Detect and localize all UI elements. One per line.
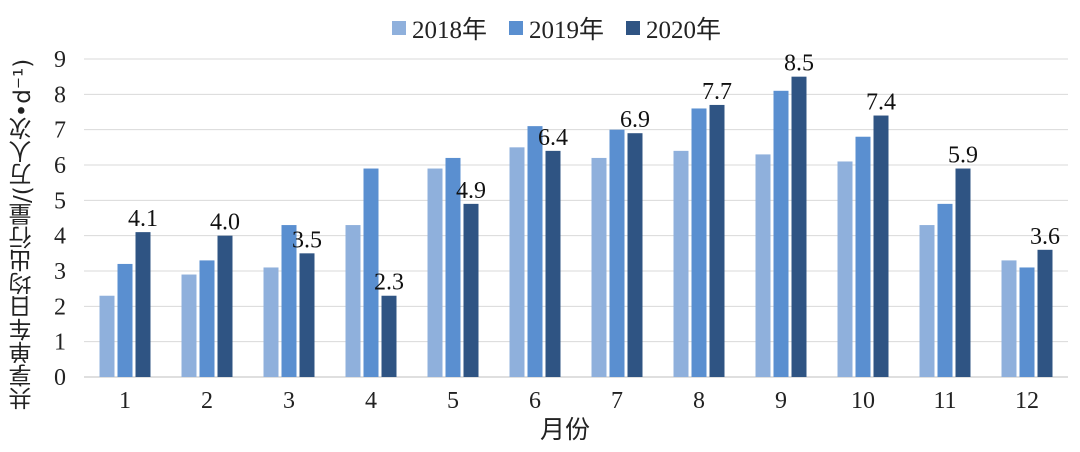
y-tick-label: 7 — [54, 118, 66, 144]
bar-2018年-2 — [181, 274, 197, 377]
bar-2018年-11 — [919, 225, 935, 377]
bar-2020年-1 — [135, 232, 151, 377]
x-tick-label: 4 — [365, 388, 377, 414]
data-label: 7.7 — [702, 79, 732, 105]
y-tick-label: 8 — [54, 82, 66, 108]
x-tick-label: 10 — [851, 388, 875, 414]
bar-2020年-6 — [545, 150, 561, 377]
legend-item-2018: 2018年 — [392, 10, 487, 46]
data-label: 3.5 — [292, 227, 322, 253]
bar-2020年-8 — [709, 104, 725, 377]
x-tick-label: 6 — [529, 388, 541, 414]
x-tick-label: 11 — [933, 388, 956, 414]
data-label: 3.6 — [1030, 224, 1060, 250]
y-tick-label: 0 — [54, 365, 66, 391]
x-tick-label: 9 — [775, 388, 787, 414]
bar-2019年-1 — [117, 263, 133, 377]
legend-item-2019: 2019年 — [509, 10, 604, 46]
bar-2019年-4 — [363, 168, 379, 377]
bar-2018年-1 — [99, 295, 115, 377]
bar-2019年-3 — [281, 225, 297, 377]
y-tick-label: 2 — [54, 294, 66, 320]
data-label: 8.5 — [784, 51, 814, 77]
bar-2018年-10 — [837, 161, 853, 377]
x-axis-label: 月份 — [540, 415, 591, 444]
bar-2020年-9 — [791, 76, 807, 378]
legend-item-2020: 2020年 — [626, 10, 721, 46]
bar-2019年-11 — [937, 203, 953, 377]
legend-swatch-2018 — [392, 21, 406, 35]
data-label: 4.1 — [128, 206, 158, 232]
bar-2020年-10 — [873, 115, 889, 378]
x-tick-label: 12 — [1015, 388, 1039, 414]
y-tick-label: 6 — [54, 153, 66, 179]
bar-2020年-5 — [463, 203, 479, 377]
data-label: 2.3 — [374, 270, 404, 296]
y-tick-label: 4 — [54, 224, 66, 250]
legend: 2018年 2019年 2020年 — [392, 10, 721, 46]
x-tick-label: 2 — [201, 388, 213, 414]
bar-2020年-12 — [1037, 249, 1053, 377]
bar-2018年-6 — [509, 147, 525, 377]
legend-swatch-2020 — [626, 21, 641, 35]
bar-2020年-2 — [217, 235, 233, 377]
data-label: 5.9 — [948, 143, 978, 169]
x-tick-label: 5 — [447, 388, 459, 414]
y-axis-label: 共享单车日均出行量/(万人次•d⁻¹) — [10, 58, 36, 410]
y-tick-label: 3 — [54, 259, 66, 285]
data-label: 4.0 — [210, 210, 240, 236]
legend-label-2019: 2019年 — [529, 17, 605, 44]
data-label: 7.4 — [866, 90, 896, 116]
legend-swatch-2019 — [509, 21, 524, 35]
y-tick-label: 1 — [54, 330, 66, 356]
x-tick-label: 1 — [119, 388, 131, 414]
y-tick-label: 5 — [54, 188, 66, 214]
bar-2018年-12 — [1001, 260, 1017, 377]
bar-2018年-8 — [673, 150, 689, 377]
bar-2020年-4 — [381, 295, 397, 377]
bar-2019年-12 — [1019, 267, 1035, 377]
bar-2019年-7 — [609, 129, 625, 377]
x-tick-label: 7 — [611, 388, 623, 414]
legend-label-2020: 2020年 — [646, 17, 722, 44]
bar-2018年-3 — [263, 267, 279, 377]
y-tick-label: 9 — [54, 47, 66, 73]
bar-2020年-7 — [627, 133, 643, 377]
x-tick-label: 3 — [283, 388, 295, 414]
data-label: 6.9 — [620, 107, 650, 133]
bar-2019年-10 — [855, 136, 871, 377]
x-tick-label: 8 — [693, 388, 705, 414]
bar-2020年-11 — [955, 168, 971, 377]
bar-2018年-9 — [755, 154, 771, 377]
bar-2018年-5 — [427, 168, 443, 377]
bar-2019年-8 — [691, 108, 707, 377]
data-label: 4.9 — [456, 178, 486, 204]
bar-2019年-2 — [199, 260, 215, 377]
bar-2019年-9 — [773, 90, 789, 378]
bar-2019年-6 — [527, 126, 543, 377]
bar-2020年-3 — [299, 253, 315, 377]
bar-2018年-4 — [345, 225, 361, 377]
legend-label-2018: 2018年 — [412, 17, 488, 44]
bar-2018年-7 — [591, 157, 607, 377]
bar-2019年-5 — [445, 157, 461, 377]
data-label: 6.4 — [538, 125, 568, 151]
